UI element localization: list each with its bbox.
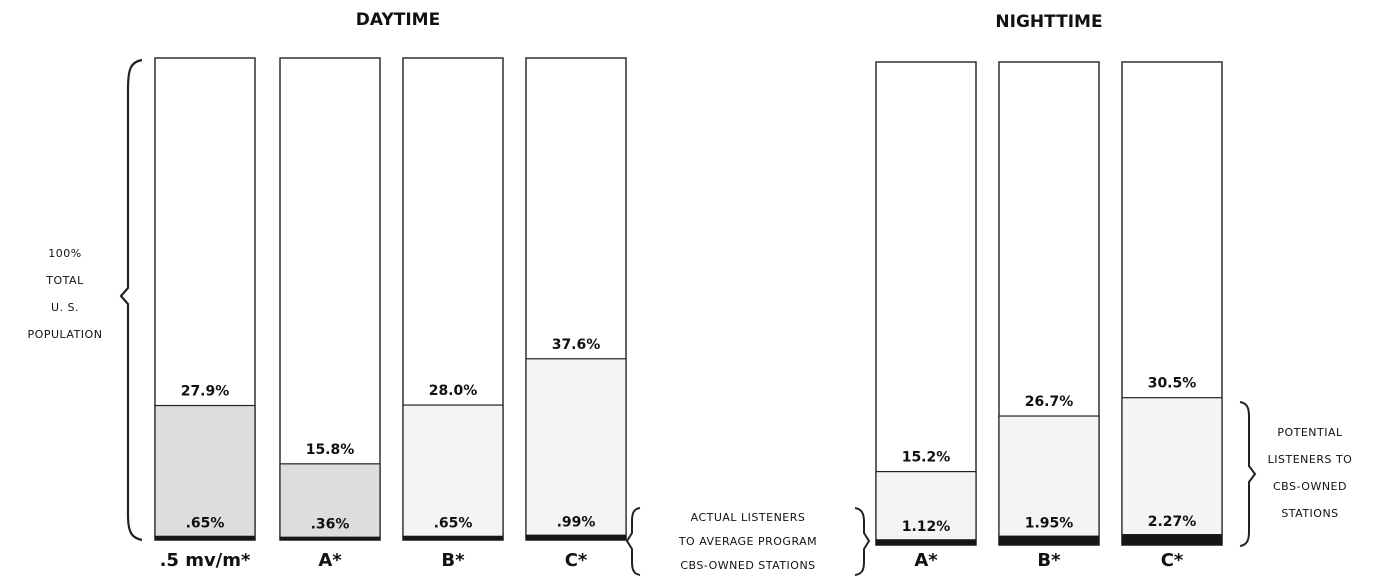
- actual-annotation-line1: ACTUAL LISTENERS: [691, 511, 806, 524]
- category-label-daytime-c-3: C*: [565, 550, 588, 571]
- label-actual-daytime-b-2: .65%: [434, 516, 473, 532]
- actual-listeners-right-brace: [854, 507, 871, 576]
- bar-potential-nighttime-c-2: [1121, 397, 1223, 546]
- bar-potential-daytime-a-1: [279, 463, 381, 541]
- total-annotation-line1: 100%: [48, 247, 81, 260]
- actual-annotation-line3: CBS-OWNED STATIONS: [680, 559, 815, 572]
- bar-actual-daytime-b-2: [403, 535, 503, 540]
- label-potential-daytime-a-1: 15.8%: [306, 442, 355, 458]
- label-potential-daytime-b-2: 28.0%: [429, 383, 478, 399]
- total-annotation-line4: POPULATION: [28, 328, 103, 341]
- bar-potential-daytime-5-mv-m-0: [154, 404, 256, 541]
- actual-listeners-left-brace: [625, 507, 641, 576]
- bar-total-daytime-a-1: [279, 57, 381, 541]
- category-label-nighttime-b-1: B*: [1037, 550, 1061, 571]
- category-label-daytime-b-2: B*: [441, 550, 465, 571]
- label-actual-nighttime-a-0: 1.12%: [902, 519, 951, 535]
- category-label-daytime-a-1: A*: [318, 550, 342, 571]
- label-potential-nighttime-c-2: 30.5%: [1148, 376, 1197, 392]
- label-actual-nighttime-b-1: 1.95%: [1025, 516, 1074, 532]
- category-label-nighttime-a-0: A*: [914, 550, 938, 571]
- label-potential-nighttime-b-1: 26.7%: [1025, 394, 1074, 410]
- label-actual-daytime-c-3: .99%: [557, 515, 596, 531]
- bar-actual-nighttime-a-0: [876, 539, 976, 545]
- total-population-bracket: [119, 58, 143, 542]
- bar-actual-daytime-a-1: [280, 536, 380, 540]
- label-potential-daytime-c-3: 37.6%: [552, 337, 601, 353]
- actual-annotation-line2: TO AVERAGE PROGRAM: [678, 535, 817, 548]
- bar-actual-nighttime-b-1: [999, 535, 1099, 545]
- group-title-daytime: DAYTIME: [356, 10, 440, 30]
- bar-actual-nighttime-c-2: [1122, 534, 1222, 545]
- potential-annotation-line4: STATIONS: [1281, 507, 1338, 520]
- labels-layer: 27.9% .65% .5 mv/m* 15.8% .36% A* 28.0% .65% B* 3…: [160, 337, 1197, 571]
- potential-annotation-line3: CBS-OWNED: [1273, 480, 1347, 493]
- potential-annotation-line2: LISTENERS TO: [1268, 453, 1353, 466]
- bar-potential-daytime-b-2: [402, 404, 504, 541]
- label-potential-daytime-5-mv-m-0: 27.9%: [181, 384, 230, 400]
- bar-actual-daytime-5-mv-m-0: [155, 535, 255, 540]
- label-actual-daytime-5-mv-m-0: .65%: [186, 516, 225, 532]
- group-title-nighttime: NIGHTTIME: [995, 12, 1102, 32]
- total-annotation-line2: TOTAL: [45, 274, 84, 287]
- label-actual-daytime-a-1: .36%: [311, 517, 350, 533]
- potential-listeners-bracket: [1239, 401, 1257, 547]
- category-label-nighttime-c-2: C*: [1161, 550, 1184, 571]
- label-actual-nighttime-c-2: 2.27%: [1148, 514, 1197, 530]
- total-annotation-line3: U. S.: [51, 301, 79, 314]
- bar-total-nighttime-a-0: [875, 61, 977, 546]
- potential-annotation-line1: POTENTIAL: [1277, 426, 1343, 439]
- bar-potential-daytime-c-3: [525, 358, 627, 541]
- bar-actual-daytime-c-3: [526, 534, 626, 540]
- label-potential-nighttime-a-0: 15.2%: [902, 450, 951, 466]
- bars-layer: [154, 57, 1223, 546]
- bar-potential-nighttime-b-1: [998, 415, 1100, 546]
- category-label-daytime-5-mv-m-0: .5 mv/m*: [160, 550, 251, 571]
